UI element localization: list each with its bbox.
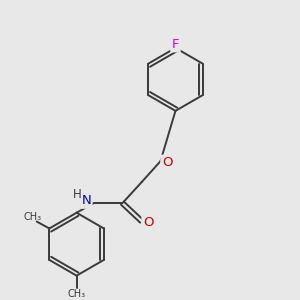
Text: O: O bbox=[162, 156, 172, 169]
Text: O: O bbox=[143, 216, 154, 229]
Text: CH₃: CH₃ bbox=[23, 212, 41, 222]
Text: F: F bbox=[172, 38, 179, 51]
Text: N: N bbox=[81, 194, 91, 207]
Text: H: H bbox=[73, 188, 82, 201]
Text: CH₃: CH₃ bbox=[68, 289, 86, 298]
